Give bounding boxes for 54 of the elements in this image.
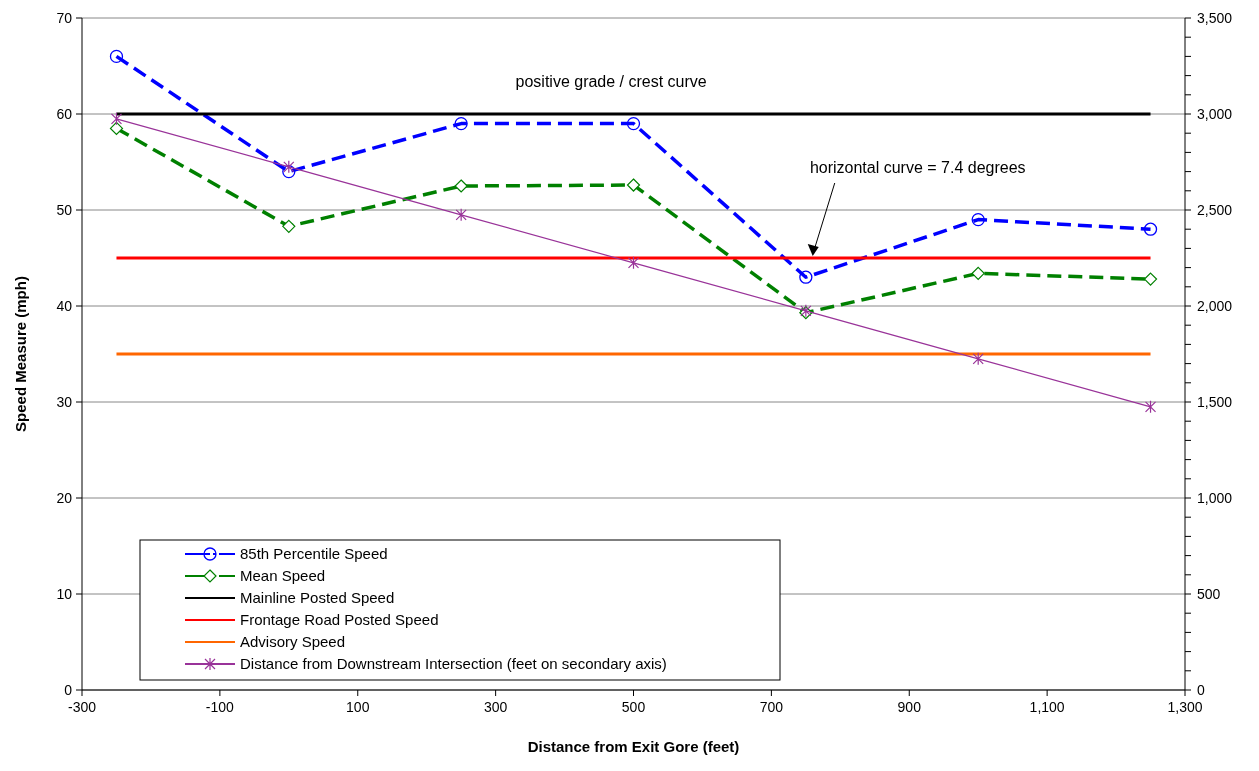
y-tick-label: 0	[64, 682, 73, 698]
y-tick-label: 50	[56, 202, 73, 218]
legend-label: Mean Speed	[240, 567, 326, 584]
point	[627, 256, 640, 270]
y2-tick-label: 3,500	[1197, 10, 1233, 26]
point	[626, 116, 641, 131]
y2-tick-label: 1,500	[1197, 394, 1233, 410]
y2-tick-label: 2,500	[1197, 202, 1233, 218]
x-tick-label: 500	[621, 699, 646, 715]
y-tick-label: 30	[56, 394, 73, 410]
y-tick-label: 20	[56, 490, 73, 506]
annotation: horizontal curve = 7.4 degrees	[809, 159, 1026, 176]
x-tick-label: 1,300	[1167, 699, 1203, 715]
y-tick-label: 40	[56, 298, 73, 314]
point	[799, 270, 813, 284]
y2-tick-label: 3,000	[1197, 106, 1233, 122]
y-axis-title: Speed Measure (mph)	[12, 276, 29, 432]
point	[626, 178, 641, 192]
legend-label: Advisory Speed	[240, 633, 346, 650]
point	[283, 160, 295, 174]
point	[1143, 272, 1158, 286]
point	[1144, 400, 1157, 414]
x-tick-label: -300	[67, 699, 97, 715]
legend-label: Frontage Road Posted Speed	[240, 611, 439, 628]
y-tick-label: 60	[56, 106, 73, 122]
point	[109, 121, 124, 135]
point	[972, 352, 984, 366]
point	[1143, 222, 1158, 236]
point	[454, 179, 468, 193]
y-tick-label: 70	[56, 10, 73, 26]
point	[282, 219, 296, 233]
x-tick-label: 700	[759, 699, 784, 715]
point	[110, 112, 123, 126]
point	[455, 208, 467, 222]
y-tick-label: 10	[56, 586, 73, 602]
legend-label: 85th Percentile Speed	[240, 545, 388, 562]
x-tick-label: 100	[346, 699, 370, 715]
point	[454, 116, 468, 131]
x-axis-title: Distance from Exit Gore (feet)	[527, 738, 740, 755]
y2-tick-label: 500	[1197, 586, 1221, 602]
x-tick-label: 900	[897, 699, 922, 715]
annotation: positive grade / crest curve	[515, 73, 707, 91]
legend-label: Mainline Posted Speed	[240, 589, 395, 606]
x-tick-label: 1,100	[1029, 699, 1065, 715]
point	[282, 164, 296, 179]
y2-tick-label: 0	[1197, 682, 1205, 698]
y2-tick-label: 2,000	[1197, 298, 1233, 314]
point	[971, 266, 985, 280]
point	[971, 212, 985, 227]
x-tick-label: -100	[205, 699, 235, 715]
legend-label: Distance from Downstream Intersection (feet on secondary axis)	[240, 655, 667, 672]
y2-tick-label: 1,000	[1197, 490, 1233, 506]
point	[109, 49, 124, 64]
x-tick-label: 300	[483, 699, 508, 715]
